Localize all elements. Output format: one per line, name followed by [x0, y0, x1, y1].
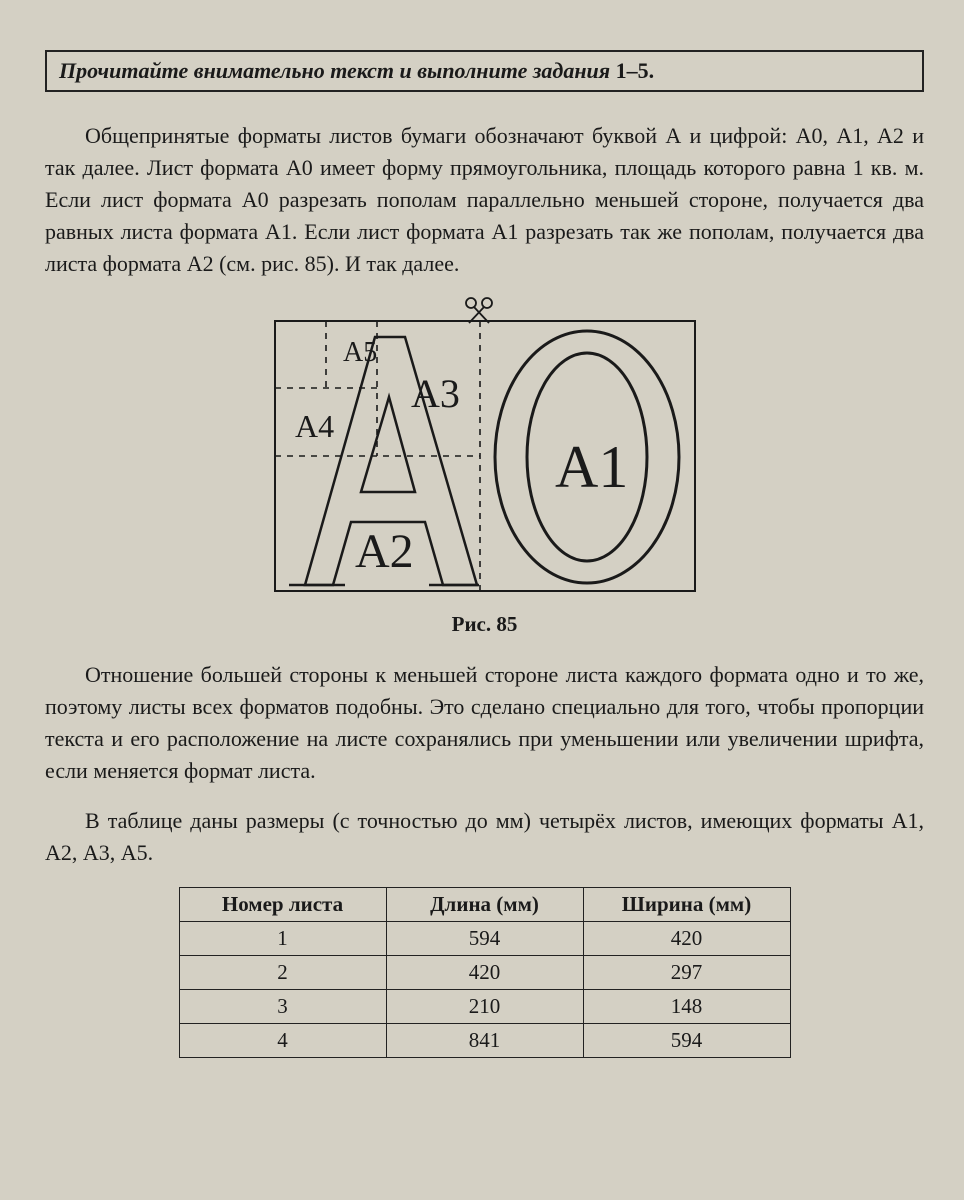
table-row: 4841594 [179, 1023, 790, 1057]
col-header-2: Ширина (мм) [583, 887, 790, 921]
table-cell: 2 [179, 955, 386, 989]
scissors-icon [466, 298, 492, 323]
col-header-0: Номер листа [179, 887, 386, 921]
table-row: 2420297 [179, 955, 790, 989]
label-a4: A4 [295, 408, 334, 444]
table-header-row: Номер листа Длина (мм) Ширина (мм) [179, 887, 790, 921]
instruction-box: Прочитайте внимательно текст и выполните… [45, 50, 924, 92]
table-row: 1594420 [179, 921, 790, 955]
paper-format-diagram: A5 A4 A3 A2 A1 [265, 297, 705, 597]
table-cell: 148 [583, 989, 790, 1023]
table-cell: 594 [386, 921, 583, 955]
table-cell: 420 [583, 921, 790, 955]
instruction-text: Прочитайте внимательно текст и выполните… [59, 58, 610, 83]
paragraph-2: Отношение большей стороны к меньшей стор… [45, 659, 924, 787]
page: Прочитайте внимательно текст и выполните… [0, 0, 964, 1088]
table-cell: 420 [386, 955, 583, 989]
figure-caption: Рис. 85 [45, 612, 924, 637]
paragraph-1: Общепринятые форматы листов бумаги обозн… [45, 120, 924, 279]
table-cell: 594 [583, 1023, 790, 1057]
table-row: 3210148 [179, 989, 790, 1023]
table-cell: 1 [179, 921, 386, 955]
table-cell: 210 [386, 989, 583, 1023]
table-cell: 297 [583, 955, 790, 989]
label-a1: A1 [555, 434, 628, 500]
label-a2: A2 [355, 525, 414, 578]
table-cell: 3 [179, 989, 386, 1023]
col-header-1: Длина (мм) [386, 887, 583, 921]
table-cell: 4 [179, 1023, 386, 1057]
figure-85: A5 A4 A3 A2 A1 [265, 297, 705, 602]
figure-container: A5 A4 A3 A2 A1 Рис. 85 [45, 297, 924, 637]
sizes-table: Номер листа Длина (мм) Ширина (мм) 15944… [179, 887, 791, 1058]
paragraph-3: В таблице даны размеры (с точностью до м… [45, 805, 924, 869]
table-cell: 841 [386, 1023, 583, 1057]
label-a3: A3 [411, 371, 460, 416]
instruction-tasks: 1–5. [610, 58, 654, 83]
label-a5: A5 [343, 337, 377, 368]
